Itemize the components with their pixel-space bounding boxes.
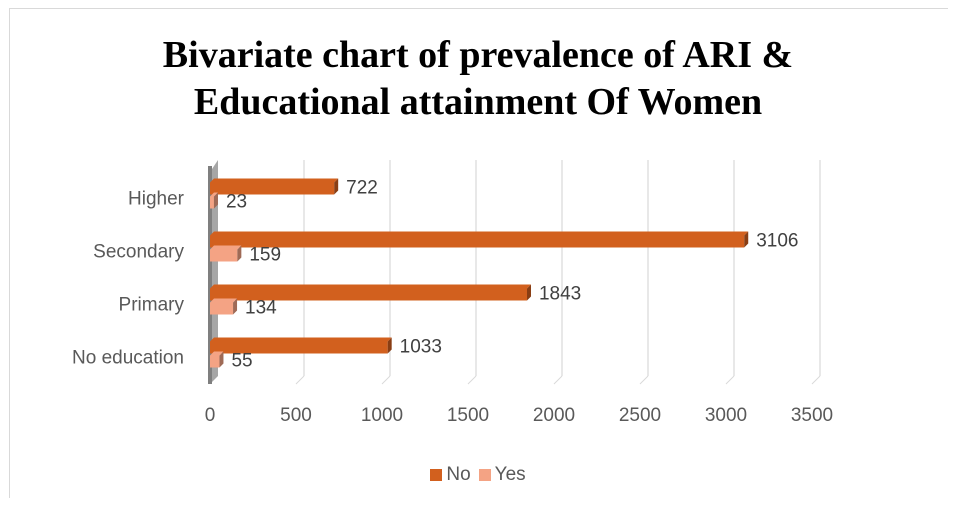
- gridline-depth: [553, 375, 563, 385]
- data-label: 55: [231, 351, 252, 372]
- bar-end-face: [219, 351, 224, 368]
- data-label: 23: [226, 192, 247, 213]
- x-tick-label: 0: [205, 405, 216, 426]
- data-label: 722: [346, 178, 378, 199]
- y-category-label: Higher: [128, 189, 185, 210]
- chart-legend: No Yes: [0, 464, 956, 487]
- y-axis-line: [208, 166, 212, 384]
- y-category-label: Secondary: [93, 242, 184, 263]
- chart-title: Bivariate chart of prevalence of ARI & E…: [0, 32, 956, 126]
- bar-end-face: [387, 337, 392, 354]
- bar-top-face: [210, 192, 218, 197]
- legend-swatch: [430, 469, 443, 481]
- bar-end-face: [237, 245, 242, 262]
- bar-top-face: [210, 178, 339, 183]
- bar-top-face: [210, 351, 224, 356]
- bar-top-face: [210, 337, 392, 342]
- gridline-depth: [295, 375, 305, 385]
- bar-end-face: [334, 178, 339, 195]
- bar-yes: [210, 355, 220, 368]
- bar-end-face: [744, 231, 749, 248]
- bar-top-face: [210, 298, 238, 303]
- gridline-depth: [639, 375, 649, 385]
- legend-item-yes: Yes: [478, 464, 526, 486]
- chart-frame: [9, 8, 948, 498]
- data-label: 159: [249, 245, 281, 266]
- data-label: 1843: [539, 284, 581, 305]
- data-label: 3106: [756, 231, 798, 252]
- gridline-depth: [467, 375, 477, 385]
- legend-swatch: [478, 469, 491, 481]
- bar-yes: [210, 302, 234, 315]
- bar-no: [210, 341, 388, 354]
- gridline-depth: [725, 375, 735, 385]
- x-tick-label: 3000: [705, 405, 747, 426]
- legend-label: Yes: [494, 464, 526, 485]
- bar-yes: [210, 196, 214, 209]
- data-label: 1033: [400, 337, 442, 358]
- chart-title-line-1: Bivariate chart of prevalence of ARI &: [162, 34, 794, 76]
- legend-item-no: No: [430, 464, 471, 486]
- bar-no: [210, 235, 745, 248]
- chart-title-line-2: Educational attainment Of Women: [193, 81, 763, 123]
- bar-no: [210, 288, 527, 301]
- bar-end-face: [213, 192, 218, 209]
- bar-yes: [210, 249, 238, 262]
- x-tick-label: 1500: [447, 405, 489, 426]
- gridline-depth: [811, 375, 821, 385]
- x-tick-label: 3500: [791, 405, 833, 426]
- x-tick-label: 2500: [619, 405, 661, 426]
- y-category-label: No education: [72, 348, 184, 369]
- bar-top-face: [210, 284, 531, 289]
- x-tick-label: 1000: [361, 405, 403, 426]
- data-label: 134: [245, 298, 277, 319]
- legend-label: No: [446, 464, 471, 485]
- bar-no: [210, 182, 335, 195]
- bar-top-face: [210, 245, 242, 250]
- bar-end-face: [526, 284, 531, 301]
- x-tick-label: 500: [280, 405, 312, 426]
- gridline-depth: [381, 375, 391, 385]
- y-category-label: Primary: [119, 295, 185, 316]
- x-tick-label: 2000: [533, 405, 575, 426]
- bar-top-face: [210, 231, 749, 236]
- bar-end-face: [233, 298, 238, 315]
